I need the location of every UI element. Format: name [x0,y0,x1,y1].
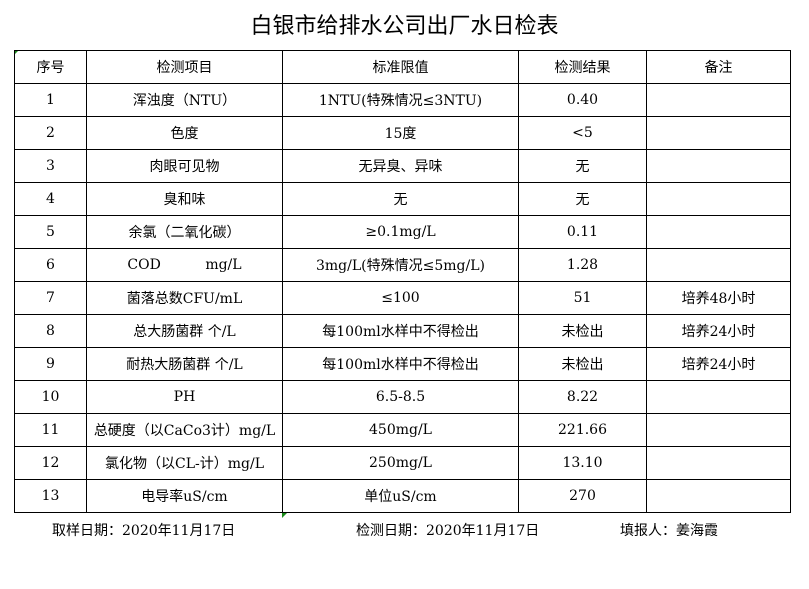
index-cell: 9 [14,347,87,381]
item-cell: 总硬度（以CaCo3计）mg/L [86,413,283,447]
item-cell: 肉眼可见物 [86,149,283,183]
header-cell: 检测项目 [86,50,283,84]
standard-cell: 每100ml水样中不得检出 [282,347,519,381]
table-row: 10 PH 6.5-8.5 8.22 [14,380,791,414]
index-cell: 11 [14,413,87,447]
item-cell: 耐热大肠菌群 个/L [86,347,283,381]
item-cell: 氯化物（以CL-计）mg/L [86,446,283,480]
standard-cell: 每100ml水样中不得检出 [282,314,519,348]
table-row: 9 耐热大肠菌群 个/L 每100ml水样中不得检出 未检出 培养24小时 [14,347,791,381]
result-cell: 未检出 [518,347,647,381]
result-cell: 0.40 [518,83,647,117]
item-cell: 电导率uS/cm [86,479,283,513]
note-cell: 培养24小时 [646,314,791,348]
note-cell [646,116,791,150]
result-cell: 8.22 [518,380,647,414]
note-cell [646,413,791,447]
table-row: 4 臭和味无无 [14,182,791,216]
table-row: 12 氯化物（以CL-计）mg/L 250mg/L 13.10 [14,446,791,480]
sampling-date: 取样日期：2020年11月17日 [52,523,236,539]
standard-cell: 6.5-8.5 [282,380,519,414]
note-cell [646,248,791,282]
item-cell: 臭和味 [86,182,283,216]
item-cell: 余氯（二氧化碳） [86,215,283,249]
item-cell: 色度 [86,116,283,150]
result-cell: <5 [518,116,647,150]
index-cell: 1 [14,83,87,117]
header-cell: 备注 [646,50,791,84]
table-row: 13 电导率uS/cm 单位uS/cm 270 [14,479,791,513]
item-cell: COD mg/L [86,248,283,282]
test-date: 检测日期：2020年11月17日 [356,523,540,539]
note-cell [646,83,791,117]
standard-cell: ≤100 [282,281,519,315]
index-cell: 12 [14,446,87,480]
index-cell: 7 [14,281,87,315]
header-cell: 检测结果 [518,50,647,84]
reporter: 填报人：姜海霞 [620,523,718,539]
standard-cell: 450mg/L [282,413,519,447]
standard-cell: ≥0.1mg/L [282,215,519,249]
note-cell [646,479,791,513]
standard-cell: 15度 [282,116,519,150]
note-cell: 培养48小时 [646,281,791,315]
cell-marker-icon [282,513,287,518]
result-cell: 未检出 [518,314,647,348]
table-row: 7 菌落总数CFU/mL ≤100 51 培养48小时 [14,281,791,315]
index-cell: 2 [14,116,87,150]
table-row: 6 COD mg/L 3mg/L(特殊情况≤5mg/L) 1.28 [14,248,791,282]
note-cell [646,446,791,480]
item-cell: 菌落总数CFU/mL [86,281,283,315]
result-cell: 221.66 [518,413,647,447]
index-cell: 6 [14,248,87,282]
standard-cell: 无 [282,182,519,216]
result-cell: 51 [518,281,647,315]
standard-cell: 250mg/L [282,446,519,480]
table-row: 11 总硬度（以CaCo3计）mg/L 450mg/L 221.66 [14,413,791,447]
item-cell: 总大肠菌群 个/L [86,314,283,348]
result-cell: 1.28 [518,248,647,282]
item-cell: 浑浊度（NTU） [86,83,283,117]
note-cell: 培养24小时 [646,347,791,381]
note-cell [646,215,791,249]
table-header-row: 序号 检测项目 标准限值 检测结果 备注 [14,50,791,84]
header-cell: 序号 [14,50,87,84]
result-cell: 270 [518,479,647,513]
result-cell: 无 [518,182,647,216]
item-cell: PH [86,380,283,414]
table-row: 1 浑浊度（NTU） 1NTU(特殊情况≤3NTU) 0.40 [14,83,791,117]
table-row: 2 色度 15度 <5 [14,116,791,150]
index-cell: 8 [14,314,87,348]
table-row: 8 总大肠菌群 个/L 每100ml水样中不得检出 未检出 培养24小时 [14,314,791,348]
index-cell: 5 [14,215,87,249]
index-cell: 4 [14,182,87,216]
index-cell: 3 [14,149,87,183]
standard-cell: 无异臭、异味 [282,149,519,183]
result-cell: 无 [518,149,647,183]
table-row: 5 余氯（二氧化碳） ≥0.1mg/L 0.11 [14,215,791,249]
table-row: 3 肉眼可见物 无异臭、异味无 [14,149,791,183]
result-cell: 0.11 [518,215,647,249]
page-title: 白银市给排水公司出厂水日检表 [250,14,559,39]
index-cell: 10 [14,380,87,414]
standard-cell: 3mg/L(特殊情况≤5mg/L) [282,248,519,282]
note-cell [646,380,791,414]
note-cell [646,149,791,183]
index-cell: 13 [14,479,87,513]
header-cell: 标准限值 [282,50,519,84]
standard-cell: 单位uS/cm [282,479,519,513]
standard-cell: 1NTU(特殊情况≤3NTU) [282,83,519,117]
note-cell [646,182,791,216]
result-cell: 13.10 [518,446,647,480]
inspection-table: 序号 检测项目 标准限值 检测结果 备注 1 浑浊度（NTU） 1NTU(特殊情况≤… [14,50,791,513]
